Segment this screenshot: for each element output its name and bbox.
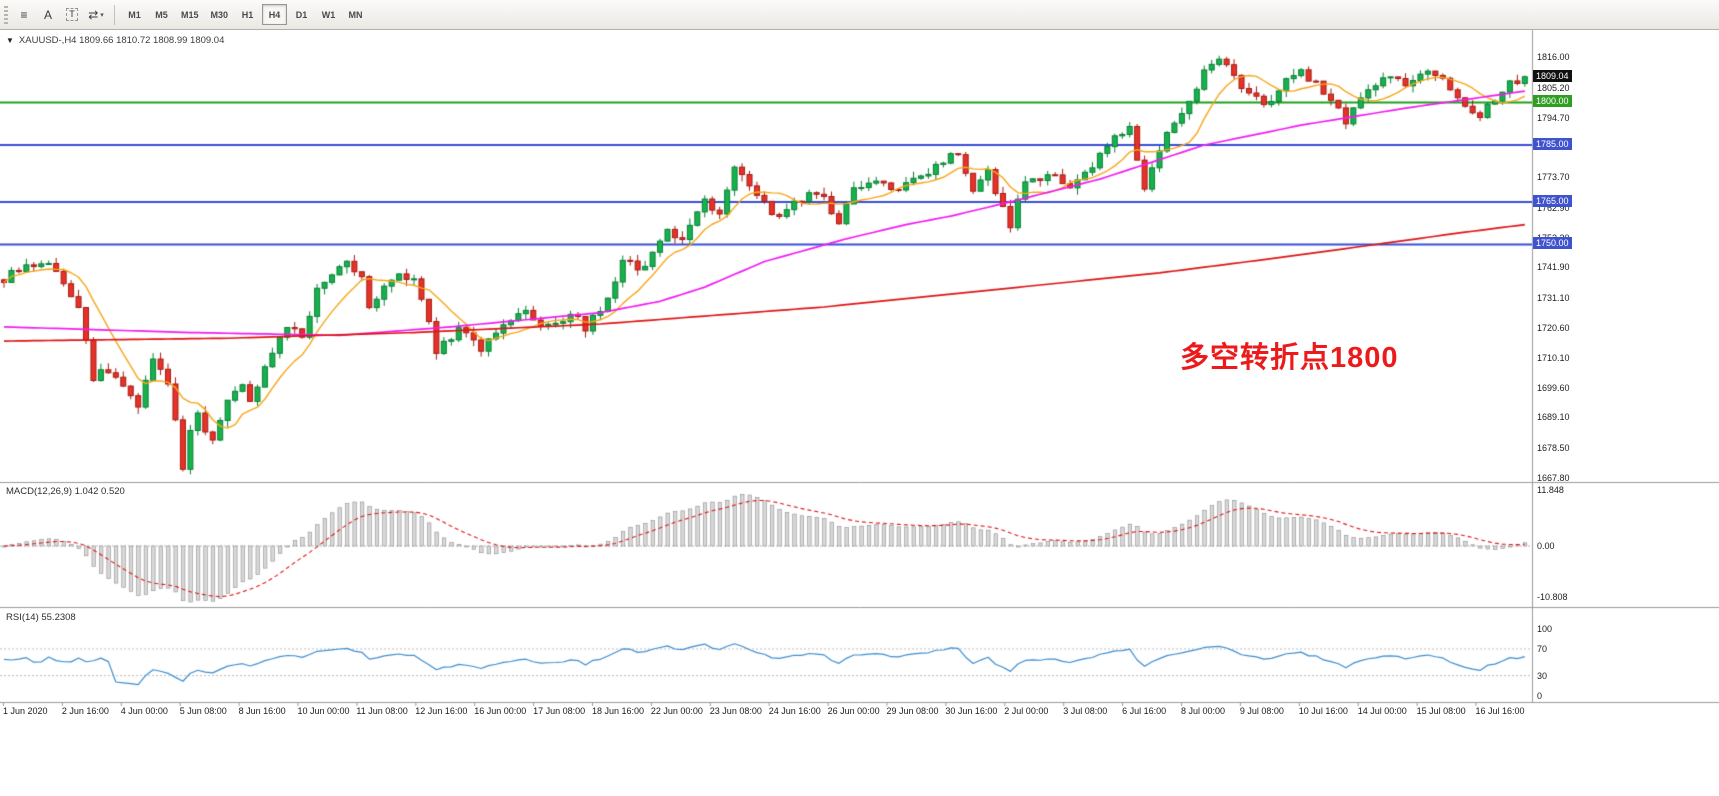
text-label-icon-glyph: T (66, 8, 78, 21)
macd-axis-label: -10.808 (1537, 592, 1568, 602)
symbol-ohlc-text: XAUUSD-,H4 1809.66 1810.72 1808.99 1809.… (18, 35, 225, 46)
price-axis-label: 1710.10 (1537, 352, 1570, 363)
text-label-icon[interactable]: T (60, 4, 84, 26)
charts-list-icon[interactable]: ≡ (12, 4, 36, 26)
rsi-axis-label: 0 (1537, 690, 1543, 701)
time-axis-label: 12 Jun 16:00 (415, 706, 468, 716)
price-axis-label: 1731.10 (1537, 293, 1570, 304)
time-axis-label: 26 Jun 00:00 (827, 706, 880, 716)
macd-axis-label: 11.848 (1537, 485, 1564, 496)
time-axis-label: 8 Jun 16:00 (238, 706, 286, 716)
auto-arrange-icon[interactable]: ⇄ ▾ (84, 4, 108, 26)
price-axis-label: 1762.90 (1537, 202, 1570, 213)
timeframe-m30-button[interactable]: M30 (210, 9, 229, 20)
price-axis-label: 1678.50 (1537, 442, 1570, 453)
charts-list-icon-glyph: ≡ (20, 7, 28, 22)
time-axis-label: 23 Jun 08:00 (709, 706, 762, 716)
time-axis-label: 9 Jul 08:00 (1239, 706, 1284, 716)
time-axis-label: 10 Jul 16:00 (1298, 706, 1348, 716)
chart-annotation-text: 多空转折点1800 (1180, 342, 1399, 374)
timeframe-m5-button[interactable]: M5 (155, 9, 168, 20)
time-axis-label: 24 Jun 16:00 (768, 706, 821, 716)
time-axis-label: 6 Jul 16:00 (1122, 706, 1167, 716)
time-axis-label: 5 Jun 08:00 (179, 706, 227, 716)
price-axis-label: 1667.80 (1537, 472, 1570, 483)
time-axis-label: 14 Jul 00:00 (1357, 706, 1407, 716)
macd-indicator-label: MACD(12,26,9) 1.042 0.520 (6, 486, 125, 497)
timeframe-h1-button[interactable]: H1 (241, 9, 254, 20)
time-axis-label: 2 Jun 16:00 (61, 706, 109, 716)
price-axis-label: 1720.60 (1537, 323, 1570, 333)
timeframe-mn-button[interactable]: MN (348, 9, 363, 20)
time-axis-label: 16 Jul 16:00 (1475, 706, 1525, 716)
price-axis-label: 1773.70 (1537, 172, 1570, 183)
price-axis-label: 1816.00 (1537, 52, 1570, 62)
price-axis-label: 1689.10 (1537, 412, 1570, 423)
time-axis-label: 3 Jul 08:00 (1063, 706, 1108, 716)
dropdown-caret-icon: ▾ (100, 11, 104, 19)
auto-arrange-icon-glyph: ⇄ (88, 7, 99, 22)
current-price-badge: 1809.04 (1533, 69, 1572, 82)
time-axis-label: 11 Jun 08:00 (356, 706, 408, 716)
annotations-icon[interactable]: A (36, 4, 60, 26)
hline-1785-badge: 1785.00 (1533, 138, 1572, 151)
symbol-info-line: ▼ XAUUSD-,H4 1809.66 1810.72 1808.99 180… (6, 35, 224, 46)
time-axis-label: 1 Jun 2020 (3, 706, 48, 716)
toolbar: ≡ A T ⇄ ▾ M1 M5 M15 M30 H1 H4 D1 W1 MN (0, 0, 1719, 30)
price-axis-label: 1805.20 (1537, 82, 1570, 93)
timeframe-h4-button[interactable]: H4 (262, 4, 288, 25)
rsi-axis-label: 30 (1537, 670, 1548, 681)
time-axis-label: 30 Jun 16:00 (945, 706, 998, 716)
price-axis-label: 1699.60 (1537, 382, 1570, 393)
price-axis-label: 1741.90 (1537, 262, 1570, 273)
collapse-chart-icon[interactable]: ▼ (6, 36, 14, 45)
hline-1750-badge: 1750.00 (1533, 237, 1572, 250)
tool-icon-group: ≡ A T ⇄ ▾ (12, 4, 108, 26)
time-axis-label: 10 Jun 00:00 (297, 706, 350, 716)
macd-axis-label: 0.00 (1537, 541, 1555, 551)
time-axis-label: 22 Jun 00:00 (650, 706, 703, 716)
toolbar-gripper[interactable] (4, 5, 8, 24)
time-axis-label: 16 Jun 00:00 (474, 706, 527, 716)
timeframe-group: M1 M5 M15 M30 H1 H4 D1 W1 MN (121, 4, 369, 25)
time-axis-label: 4 Jun 00:00 (120, 706, 168, 716)
hline-1800-badge: 1800.00 (1533, 95, 1572, 108)
timeframe-m15-button[interactable]: M15 (181, 9, 199, 20)
price-axis-label: 1794.70 (1537, 112, 1570, 123)
timeframe-m1-button[interactable]: M1 (128, 9, 141, 20)
time-axis-label: 18 Jun 16:00 (592, 706, 645, 716)
time-axis-label: 8 Jul 00:00 (1181, 706, 1226, 716)
timeframe-w1-button[interactable]: W1 (321, 9, 336, 20)
rsi-axis-label: 70 (1537, 643, 1548, 654)
annotations-icon-glyph: A (43, 7, 52, 22)
hline-1765-badge: 1765.00 (1533, 194, 1572, 207)
rsi-axis-label: 100 (1537, 624, 1553, 634)
rsi-indicator-label: RSI(14) 55.2308 (6, 612, 76, 623)
time-axis-label: 17 Jun 08:00 (533, 706, 586, 716)
time-axis-label: 2 Jul 00:00 (1004, 706, 1049, 716)
toolbar-separator (114, 4, 115, 25)
timeframe-d1-button[interactable]: D1 (295, 9, 308, 20)
time-axis-label: 15 Jul 08:00 (1416, 706, 1466, 716)
time-axis-label: 29 Jun 08:00 (886, 706, 939, 716)
